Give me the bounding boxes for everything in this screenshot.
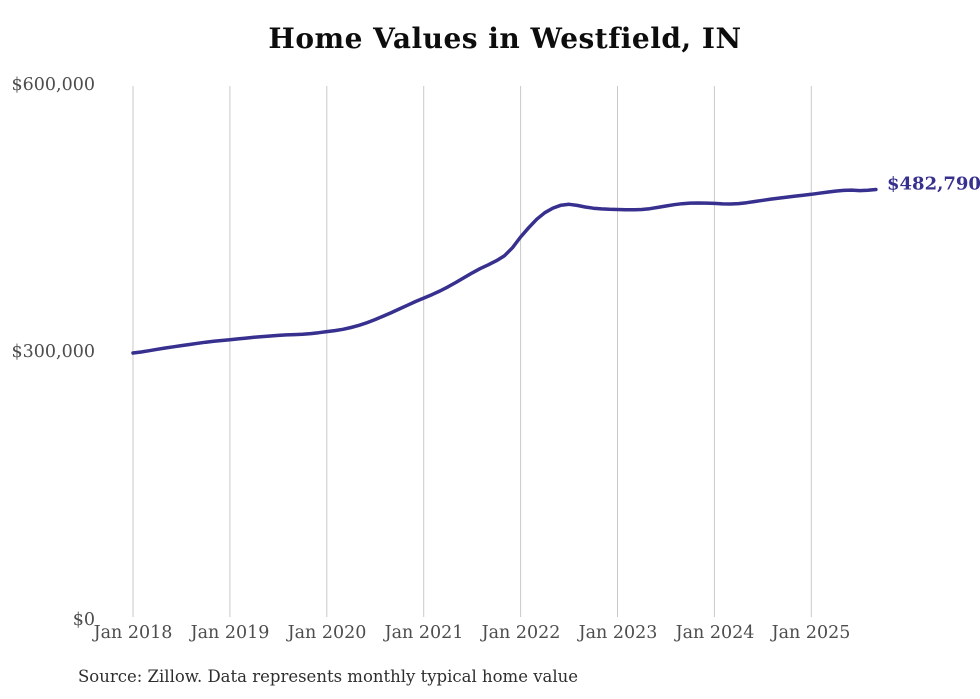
chart-title: Home Values in Westfield, IN: [268, 22, 742, 55]
x-axis-label-2024: Jan 2024: [675, 623, 755, 643]
y-axis-label-300k: $300,000: [11, 342, 95, 362]
latest-value-label: $482,790: [887, 173, 980, 195]
x-axis-label-2023: Jan 2023: [578, 623, 658, 643]
home-value-line: [131, 187, 878, 355]
y-axis-label-600k: $600,000: [11, 75, 95, 95]
source-note: Source: Zillow. Data represents monthly …: [78, 667, 579, 686]
x-axis-label-2021: Jan 2021: [384, 623, 464, 643]
x-axis-label-2025: Jan 2025: [771, 623, 851, 643]
x-axis-label-2020: Jan 2020: [287, 623, 367, 643]
x-axis-label-2022: Jan 2022: [481, 623, 561, 643]
x-axis-label-2019: Jan 2019: [190, 623, 270, 643]
x-axis-label-2018: Jan 2018: [93, 623, 173, 643]
y-axis-label-0: $0: [72, 610, 95, 630]
